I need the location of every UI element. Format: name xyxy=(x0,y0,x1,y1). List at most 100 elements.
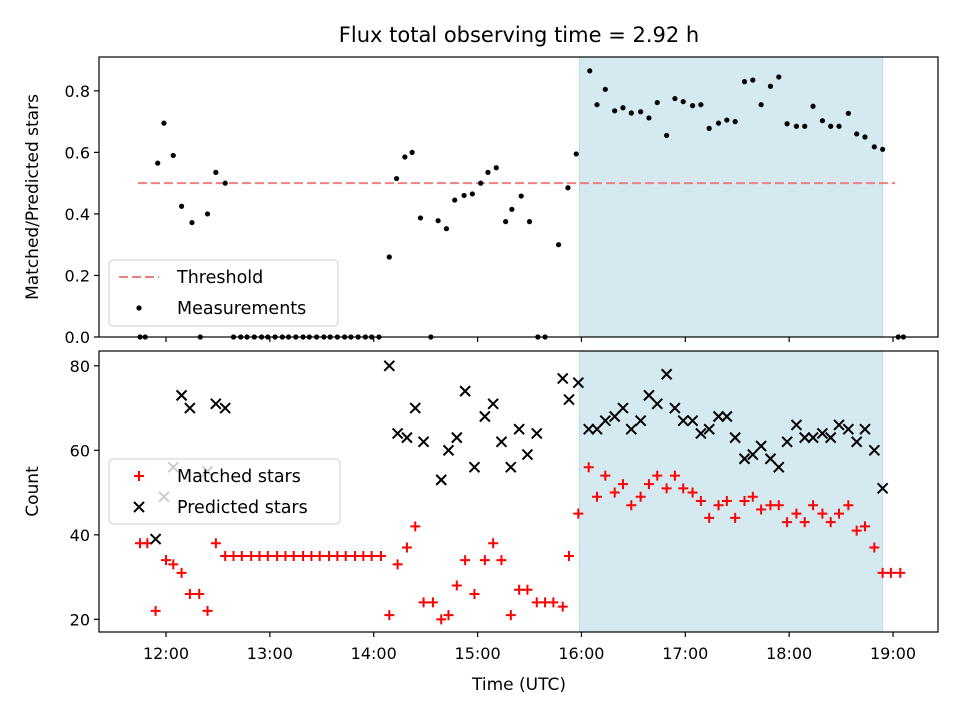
chart-title: Flux total observing time = 2.92 h xyxy=(339,23,699,47)
predicted-stars-point xyxy=(729,431,741,444)
predicted-stars-point xyxy=(833,419,845,431)
matched-stars-point xyxy=(739,496,750,507)
predicted-stars-point xyxy=(608,410,621,423)
predicted-stars-point xyxy=(513,423,525,435)
measurement-point xyxy=(594,102,600,108)
measurement-point xyxy=(493,165,499,171)
matched-stars-point xyxy=(505,610,516,621)
predicted-stars-point xyxy=(175,389,188,402)
x-tick-label: 12:00 xyxy=(143,644,189,663)
predicted-stars-point xyxy=(816,427,829,440)
predicted-stars-point xyxy=(495,436,508,448)
measurement-point xyxy=(706,125,712,131)
x-tick-label: 19:00 xyxy=(870,644,916,663)
measurement-point xyxy=(845,110,851,116)
predicted-stars-point xyxy=(824,431,837,444)
predicted-stars-point xyxy=(417,436,430,448)
measurement-point xyxy=(698,102,704,108)
predicted-stars-point xyxy=(807,431,819,444)
predicted-stars-point xyxy=(643,389,655,402)
matched-stars-point xyxy=(548,597,559,608)
measurement-point xyxy=(170,152,176,159)
x-tick-label: 14:00 xyxy=(351,644,397,663)
measurement-point xyxy=(836,123,842,129)
predicted-stars-point xyxy=(442,444,455,457)
predicted-stars-point xyxy=(563,393,575,406)
predicted-stars-point xyxy=(531,427,543,440)
matched-stars-point xyxy=(427,597,438,608)
predicted-stars-point xyxy=(669,402,681,414)
matched-stars-point xyxy=(563,550,574,561)
predicted-stars-point xyxy=(868,444,881,457)
observing-window-span xyxy=(579,57,883,337)
measurement-point xyxy=(469,191,475,197)
predicted-stars-point xyxy=(799,431,811,444)
measurement-point xyxy=(802,123,808,129)
measurement-point xyxy=(758,102,764,108)
x-tick-label: 17:00 xyxy=(662,644,708,663)
matched-stars-point xyxy=(851,525,862,536)
matched-stars-point xyxy=(194,588,205,599)
legend-label: Measurements xyxy=(177,299,306,319)
predicted-stars-point xyxy=(721,410,733,423)
predicted-stars-point xyxy=(383,360,396,372)
measurement-point xyxy=(452,197,458,203)
measurement-point xyxy=(612,108,618,114)
predicted-stars-point xyxy=(617,402,629,414)
legend-matched-swatch xyxy=(134,471,144,481)
matched-stars-point xyxy=(661,483,672,494)
measurement-point xyxy=(680,99,686,105)
matched-stars-point xyxy=(418,597,429,608)
measurement-point xyxy=(204,211,211,217)
y-axis-label: Matched/Predicted stars xyxy=(23,94,43,300)
matched-stars-point xyxy=(436,614,447,625)
matched-stars-point xyxy=(496,555,507,566)
predicted-stars-point xyxy=(747,448,759,461)
matched-stars-point xyxy=(479,555,490,566)
matched-stars-point xyxy=(825,517,836,528)
measurement-point xyxy=(654,99,660,106)
measurement-point xyxy=(503,219,509,225)
predicted-stars-point xyxy=(210,398,222,410)
measurement-point xyxy=(393,175,400,182)
matched-stars-point xyxy=(617,479,628,490)
measurement-point xyxy=(715,120,722,126)
matched-stars-point xyxy=(695,496,706,507)
y-tick-label: 40 xyxy=(70,526,90,545)
predicted-stars-point xyxy=(850,436,863,448)
y-tick-label: 80 xyxy=(70,357,90,376)
matched-stars-point xyxy=(635,491,646,502)
x-tick-label: 18:00 xyxy=(766,644,812,663)
measurement-point xyxy=(509,206,515,212)
measurement-point xyxy=(213,169,219,175)
predicted-stars-point xyxy=(479,410,491,423)
y-tick-label: 60 xyxy=(70,441,90,460)
matched-stars-point xyxy=(687,487,698,498)
measurement-point xyxy=(518,193,524,199)
legend-label: Predicted stars xyxy=(177,498,308,518)
predicted-stars-point xyxy=(625,423,638,435)
y-tick-label: 0.2 xyxy=(65,266,90,285)
matched-stars-point xyxy=(808,500,819,511)
predicted-stars-point xyxy=(591,423,603,435)
matched-stars-point xyxy=(626,500,637,511)
matched-stars-point xyxy=(168,559,179,570)
measurement-point xyxy=(526,219,533,225)
predicted-stars-point xyxy=(686,415,699,427)
predicted-stars-point xyxy=(459,385,471,397)
predicted-stars-point xyxy=(773,461,785,473)
x-tick-label: 13:00 xyxy=(247,644,293,663)
measurement-point xyxy=(732,119,738,125)
legend-label: Threshold xyxy=(176,268,263,288)
matched-stars-point xyxy=(652,470,663,481)
axes-frame xyxy=(98,350,939,633)
measurement-point xyxy=(435,218,441,224)
measurement-point xyxy=(461,192,467,199)
y-tick-label: 0.0 xyxy=(65,328,90,347)
x-axis-label: Time (UTC) xyxy=(471,675,566,695)
measurement-point xyxy=(386,254,392,260)
matched-stars-point xyxy=(314,550,325,561)
matched-stars-point xyxy=(375,550,386,561)
predicted-stars-point xyxy=(781,436,793,448)
